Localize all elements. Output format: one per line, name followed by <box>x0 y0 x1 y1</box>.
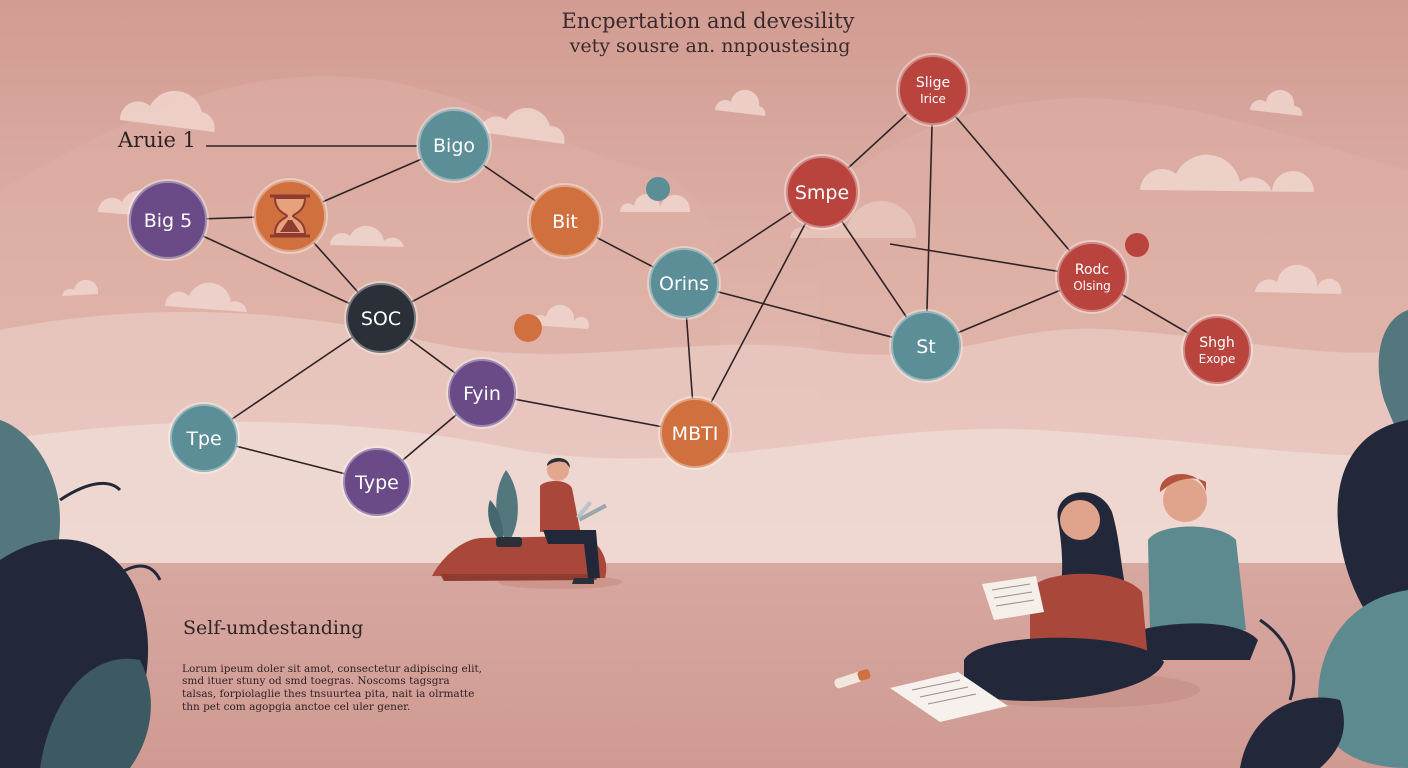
node-label-line: Olsing <box>1073 279 1111 293</box>
node-circle <box>647 246 721 320</box>
node-label-line: Rodc <box>1075 262 1109 278</box>
node-label: Type <box>354 472 399 494</box>
edge-slige-st <box>925 89 934 347</box>
node-circle <box>889 309 963 383</box>
node-st: St <box>889 309 963 383</box>
node-circle <box>1181 314 1253 386</box>
node-circle <box>127 179 209 261</box>
node-bigo: Bigo <box>416 107 492 183</box>
node-type: Type <box>341 446 413 518</box>
node-hourglass <box>252 178 328 254</box>
node-dot-red <box>1125 233 1149 257</box>
two-people-reading-illustration <box>834 473 1258 722</box>
node-circle <box>168 402 240 474</box>
node-label: Smpe <box>795 182 849 204</box>
node-label-line: Exope <box>1199 352 1236 366</box>
node-label: Tpe <box>185 428 221 450</box>
node-label: St <box>916 336 936 358</box>
left-annotation-label: Aruie 1 <box>117 128 196 152</box>
node-label-line: Shgh <box>1199 335 1235 351</box>
body-text-line-3: talsas, forpiolaglie thes tnsuurtea pita… <box>182 688 474 700</box>
node-smpe: Smpe <box>784 154 860 230</box>
node-tpe: Tpe <box>168 402 240 474</box>
connector-line <box>889 243 1063 273</box>
node-mbti: MBTI <box>658 396 732 470</box>
node-label: Bigo <box>433 135 475 157</box>
node-circle <box>514 314 542 342</box>
node-fyin: Fyin <box>446 357 518 429</box>
node-label: Bit <box>552 211 578 233</box>
node-circle <box>646 177 670 201</box>
diagram-title-line-1: Encpertation and devesility <box>561 9 854 33</box>
diagram-title-line-2: vety sousre an. nnpoustesing <box>569 35 851 57</box>
section-heading: Self-umdestanding <box>183 617 363 639</box>
node-label-line: Irice <box>920 92 946 106</box>
body-text-line-4: thn pet com agopgia anctoe cel uler gene… <box>182 701 410 713</box>
node-label: Fyin <box>463 383 501 405</box>
node-big5: Big 5 <box>127 179 209 261</box>
node-circle <box>1055 240 1129 314</box>
node-label-line: Slige <box>916 75 950 91</box>
right-foliage <box>1240 310 1408 768</box>
node-dot-teal <box>646 177 670 201</box>
person-with-laptop-illustration <box>432 458 622 589</box>
node-circle <box>1125 233 1149 257</box>
edge-fyin-mbti <box>481 392 696 434</box>
node-circle <box>446 357 518 429</box>
node-orins: Orins <box>647 246 721 320</box>
node-circle <box>344 281 418 355</box>
node-bit: Bit <box>527 183 603 259</box>
node-label: MBTI <box>672 423 719 445</box>
edge-orins-st <box>683 282 927 347</box>
body-text-line-2: smd ituer stuny od smd toegras. Noscoms … <box>182 675 450 687</box>
node-dot-orange <box>514 314 542 342</box>
edge-big5-soc <box>167 219 382 319</box>
node-soc: SOC <box>344 281 418 355</box>
clouds <box>62 89 1342 329</box>
node-circle <box>527 183 603 259</box>
node-label: SOC <box>361 308 401 330</box>
node-circle <box>416 107 492 183</box>
network-nodes: Big 5 Bigo Bit SOC Fyin Tpe Type Orins MBTI Smpe S… <box>127 53 1253 518</box>
body-text-line-1: Lorum ipeum doler sit amot, consectetur … <box>182 663 482 675</box>
edge-slige-rodc <box>932 89 1093 278</box>
hourglass-icon <box>270 194 310 238</box>
node-label: Orins <box>659 273 709 295</box>
edge-smpe-mbti <box>694 191 823 434</box>
node-circle <box>341 446 413 518</box>
node-circle <box>658 396 732 470</box>
node-label: Big 5 <box>144 210 193 232</box>
left-foliage <box>0 420 162 768</box>
node-circle <box>896 53 970 127</box>
node-circle <box>784 154 860 230</box>
edge-soc-tpe <box>203 317 382 439</box>
